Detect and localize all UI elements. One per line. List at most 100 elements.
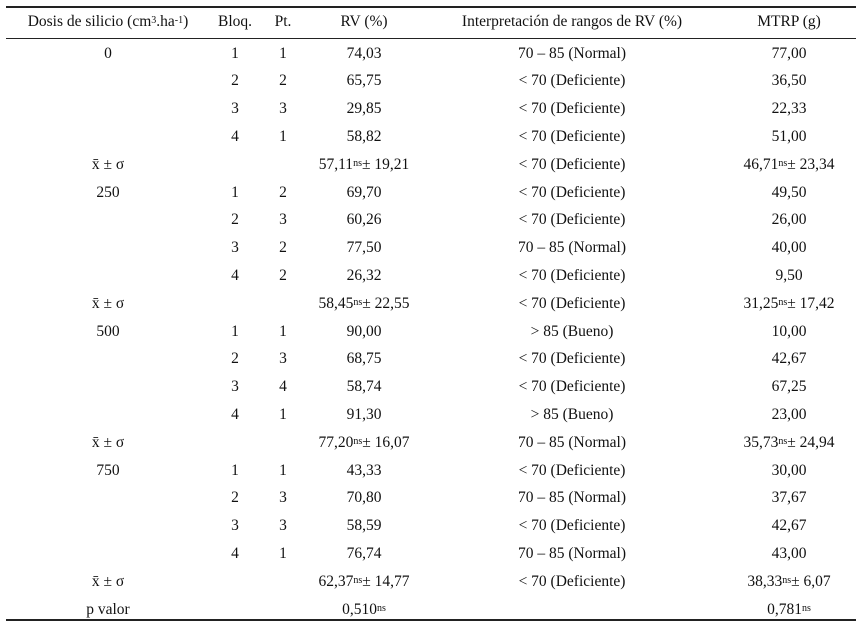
rv-cell: 58,74	[346, 378, 382, 396]
interpretation-cell: < 70 (Deficiente)	[518, 517, 626, 535]
rv-cell: 77,50	[346, 239, 382, 257]
mtrp-summary-cell: 38,33 ns ± 6,07	[747, 572, 831, 590]
interpretation-cell: < 70 (Deficiente)	[518, 350, 626, 368]
summary-row: x̄ ± σ 77,20 ns ± 16,07 70 – 85 (Normal) 35,…	[6, 429, 856, 456]
interpretation-cell: < 70 (Deficiente)	[518, 72, 626, 90]
pt-cell: 1	[279, 461, 287, 479]
bloq-cell: 4	[231, 544, 239, 562]
bloq-cell: 3	[231, 239, 239, 257]
summary-interpretation: < 70 (Deficiente)	[518, 155, 626, 173]
table-row: 2 2 65,75 < 70 (Deficiente) 36,50	[6, 68, 856, 95]
interpretation-cell: 70 – 85 (Normal)	[517, 239, 627, 257]
bloq-cell: 4	[231, 266, 239, 284]
pt-cell: 2	[279, 183, 287, 201]
rv-cell: 68,75	[346, 350, 382, 368]
table-row: 3 3 58,59 < 70 (Deficiente) 42,67	[6, 513, 856, 540]
header-bloq: Bloq.	[217, 13, 253, 30]
pt-cell: 2	[279, 239, 287, 257]
bloq-cell: 2	[231, 72, 239, 90]
interpretation-cell: < 70 (Deficiente)	[518, 266, 626, 284]
summary-label: x̄ ± σ	[91, 433, 125, 451]
rv-mean: 57,11	[318, 155, 354, 173]
bloq-cell: 4	[231, 405, 239, 423]
pt-cell: 1	[279, 44, 287, 62]
header-interpretacion: Interpretación de rangos de RV (%)	[461, 13, 683, 30]
header-dosis-text: Dosis de silicio (cm	[27, 13, 152, 30]
mtrp-mean: 46,71	[743, 155, 779, 173]
table-row: 2 3 70,80 70 – 85 (Normal) 37,67	[6, 485, 856, 512]
header-rv: RV (%)	[340, 13, 388, 30]
dose-cell: 250	[96, 183, 120, 201]
table-header-rule	[6, 38, 856, 39]
mtrp-mean: 35,73	[743, 433, 779, 451]
rv-cell: 43,33	[346, 461, 382, 479]
rv-mean: 62,37	[318, 572, 354, 590]
rv-cell: 58,82	[346, 127, 382, 145]
rv-cell: 69,70	[346, 183, 382, 201]
table-header-row: Dosis de silicio (cm 3 .ha -1) Bloq. Pt. RV…	[6, 8, 856, 36]
pvalue-mtrp: 0,781	[767, 600, 802, 618]
summary-label: x̄ ± σ	[91, 155, 125, 173]
mtrp-cell: 37,67	[771, 489, 807, 507]
rv-summary-cell: 58,45 ns ± 22,55	[318, 294, 410, 312]
rv-cell: 58,59	[346, 517, 382, 535]
pvalue-row: p valor 0,510 ns 0,781 ns	[6, 596, 856, 623]
rv-sd: ± 16,07	[362, 433, 410, 451]
rv-cell: 70,80	[346, 489, 382, 507]
mtrp-cell: 23,00	[771, 405, 807, 423]
table-row: 4 2 26,32 < 70 (Deficiente) 9,50	[6, 262, 856, 289]
mtrp-cell: 51,00	[771, 127, 807, 145]
table-row: 2 3 60,26 < 70 (Deficiente) 26,00	[6, 207, 856, 234]
rv-cell: 90,00	[346, 322, 382, 340]
mtrp-summary-cell: 35,73 ns ± 24,94	[743, 433, 835, 451]
interpretation-cell: < 70 (Deficiente)	[518, 378, 626, 396]
mtrp-mean: 38,33	[747, 572, 783, 590]
pvalue-mtrp-cell: 0,781 ns	[767, 600, 811, 618]
mtrp-cell: 43,00	[771, 544, 807, 562]
interpretation-cell: 70 – 85 (Normal)	[517, 489, 627, 507]
pt-cell: 1	[279, 405, 287, 423]
rv-cell: 74,03	[346, 44, 382, 62]
pt-cell: 3	[279, 350, 287, 368]
rv-mean: 58,45	[318, 294, 354, 312]
interpretation-cell: < 70 (Deficiente)	[518, 100, 626, 118]
dose-cell: 500	[96, 322, 120, 340]
pt-cell: 2	[279, 72, 287, 90]
table-row: 2 3 68,75 < 70 (Deficiente) 42,67	[6, 346, 856, 373]
bloq-cell: 3	[231, 517, 239, 535]
mtrp-cell: 77,00	[771, 44, 807, 62]
bloq-cell: 2	[231, 489, 239, 507]
rv-summary-cell: 77,20 ns ± 16,07	[318, 433, 410, 451]
mtrp-sd: ± 17,42	[787, 294, 835, 312]
table-row: 250 1 2 69,70 < 70 (Deficiente) 49,50	[6, 179, 856, 206]
rv-cell: 65,75	[346, 72, 382, 90]
pvalue-rv: 0,510	[342, 600, 377, 618]
pt-cell: 1	[279, 127, 287, 145]
mtrp-cell: 67,25	[771, 378, 807, 396]
summary-row: x̄ ± σ 58,45 ns ± 22,55 < 70 (Deficiente) 31…	[6, 290, 856, 317]
bloq-cell: 4	[231, 127, 239, 145]
table-row: 4 1 58,82 < 70 (Deficiente) 51,00	[6, 123, 856, 150]
summary-label: x̄ ± σ	[91, 572, 125, 590]
table-bottom-rule	[6, 619, 856, 621]
header-pt: Pt.	[274, 13, 292, 30]
interpretation-cell: > 85 (Bueno)	[530, 322, 614, 340]
pt-cell: 3	[279, 517, 287, 535]
mtrp-cell: 26,00	[771, 211, 807, 229]
mtrp-cell: 40,00	[771, 239, 807, 257]
table-row: 4 1 76,74 70 – 85 (Normal) 43,00	[6, 540, 856, 567]
mtrp-cell: 42,67	[771, 350, 807, 368]
pt-cell: 3	[279, 211, 287, 229]
mtrp-cell: 9,50	[775, 266, 803, 284]
summary-interpretation: 70 – 85 (Normal)	[517, 433, 627, 451]
rv-cell: 91,30	[346, 405, 382, 423]
header-dosis-mid: .ha	[156, 13, 175, 30]
header-dosis: Dosis de silicio (cm 3 .ha -1)	[27, 13, 189, 30]
bloq-cell: 2	[231, 350, 239, 368]
table-row: 3 2 77,50 70 – 85 (Normal) 40,00	[6, 235, 856, 262]
pvalue-rv-cell: 0,510 ns	[342, 600, 386, 618]
mtrp-sd: ± 23,34	[787, 155, 835, 173]
pt-cell: 3	[279, 489, 287, 507]
pt-cell: 3	[279, 100, 287, 118]
summary-label: x̄ ± σ	[91, 294, 125, 312]
